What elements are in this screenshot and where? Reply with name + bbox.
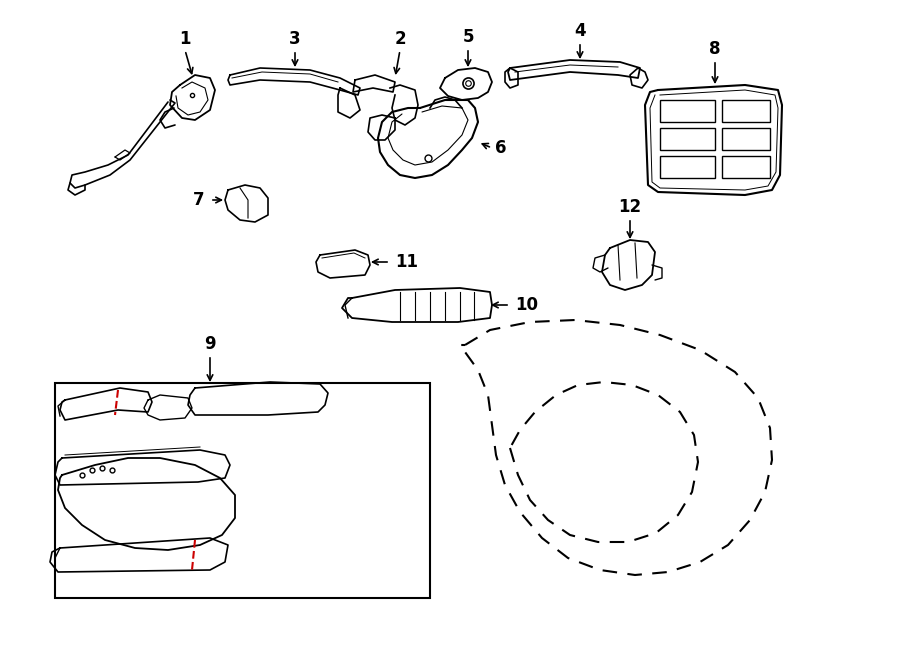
Text: 1: 1 xyxy=(179,30,191,48)
Bar xyxy=(660,156,715,178)
Text: 7: 7 xyxy=(194,191,205,209)
Bar xyxy=(722,100,770,122)
Bar xyxy=(722,128,770,150)
Text: 8: 8 xyxy=(709,40,721,58)
Text: 6: 6 xyxy=(495,139,507,157)
Bar xyxy=(55,383,430,598)
Text: 11: 11 xyxy=(395,253,418,271)
Bar xyxy=(660,128,715,150)
Text: 2: 2 xyxy=(394,30,406,48)
Text: 10: 10 xyxy=(515,296,538,314)
Text: 3: 3 xyxy=(289,30,301,48)
Text: 9: 9 xyxy=(204,335,216,353)
Text: 12: 12 xyxy=(618,198,642,216)
Text: 4: 4 xyxy=(574,22,586,40)
Bar xyxy=(722,156,770,178)
Bar xyxy=(660,100,715,122)
Text: 5: 5 xyxy=(463,28,473,46)
